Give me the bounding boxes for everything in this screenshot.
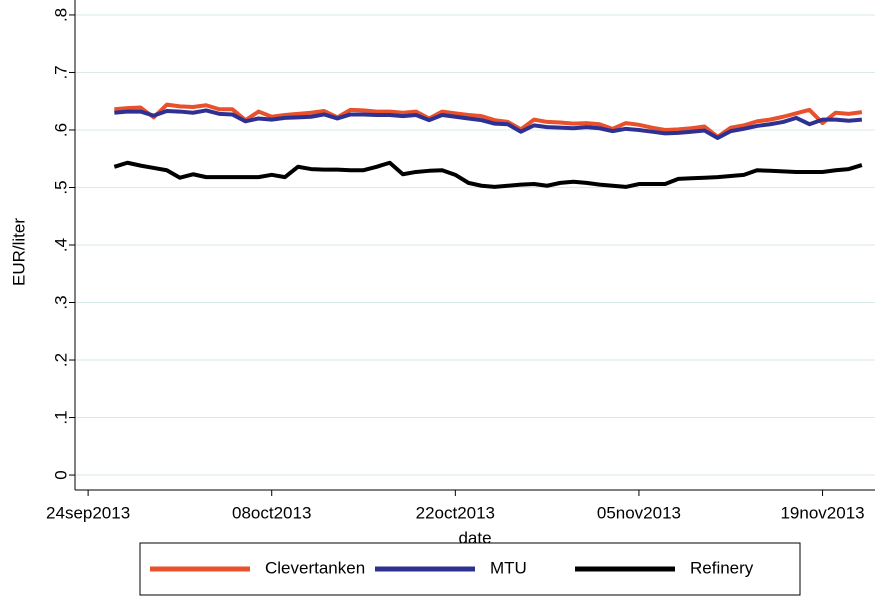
y-tick-label: 0 bbox=[51, 470, 70, 479]
legend-label: MTU bbox=[490, 558, 527, 577]
y-tick-label: .3 bbox=[51, 295, 70, 309]
y-tick-label: .7 bbox=[51, 65, 70, 79]
legend-label: Refinery bbox=[690, 558, 754, 577]
series-line bbox=[114, 102, 863, 139]
y-tick-label: .5 bbox=[51, 180, 70, 194]
y-tick-label: .6 bbox=[51, 123, 70, 137]
series-line bbox=[114, 108, 863, 141]
y-tick-label: .4 bbox=[51, 238, 70, 252]
x-tick-label: 05nov2013 bbox=[597, 503, 681, 522]
legend-label: Clevertanken bbox=[265, 558, 365, 577]
y-tick-label: .1 bbox=[51, 410, 70, 424]
y-tick-label: .8 bbox=[51, 8, 70, 22]
y-axis-label: EUR/liter bbox=[9, 218, 28, 286]
x-tick-label: 22oct2013 bbox=[416, 503, 495, 522]
x-tick-label: 08oct2013 bbox=[232, 503, 311, 522]
x-tick-label: 24sep2013 bbox=[46, 503, 130, 522]
series-line bbox=[113, 160, 863, 189]
y-tick-label: .2 bbox=[51, 353, 70, 367]
x-tick-label: 19nov2013 bbox=[780, 503, 864, 522]
